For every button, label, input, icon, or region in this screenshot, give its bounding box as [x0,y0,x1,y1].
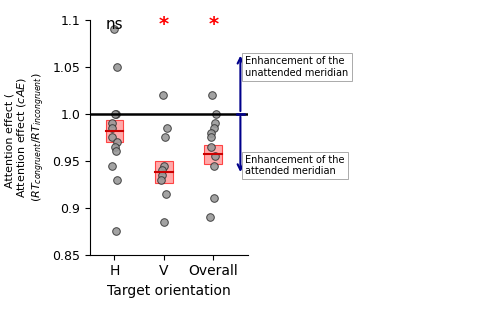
FancyBboxPatch shape [155,161,173,183]
Point [113,64,121,69]
Point [160,163,168,168]
Point [108,135,116,140]
Point [207,135,215,140]
Point [112,111,120,116]
Point [108,121,116,126]
Point [207,130,215,135]
Point [212,111,220,116]
Point [108,163,116,168]
Point [112,229,120,234]
Point [112,149,120,154]
Y-axis label: Attention effect ($cAE$)
($RT_{congruent}/RT_{incongruent}$): Attention effect ($cAE$) ($RT_{congruent… [15,73,46,202]
Point [212,154,220,159]
Point [159,93,167,98]
Point [157,177,165,182]
Text: *: * [159,15,169,34]
Point [162,191,170,196]
Point [110,27,118,32]
Point [208,93,216,98]
Point [108,126,116,131]
Point [158,172,166,177]
Point [111,111,119,116]
X-axis label: Target orientation: Target orientation [107,284,230,298]
FancyBboxPatch shape [106,120,124,142]
Text: ns: ns [106,17,124,32]
Point [161,135,169,140]
Point [162,126,170,131]
Point [210,126,218,131]
Text: *: * [208,15,218,34]
Point [112,140,120,145]
Point [158,168,166,173]
Point [206,215,214,220]
Text: Attention effect (: Attention effect ( [5,93,15,188]
Point [114,177,122,182]
Point [210,121,218,126]
Point [111,144,119,149]
Text: Enhancement of the
attended meridian: Enhancement of the attended meridian [246,155,345,176]
Point [210,196,218,201]
Text: Enhancement of the
unattended meridian: Enhancement of the unattended meridian [246,56,348,78]
Point [210,163,218,168]
FancyBboxPatch shape [204,145,222,164]
Point [160,219,168,224]
Point [206,144,214,149]
